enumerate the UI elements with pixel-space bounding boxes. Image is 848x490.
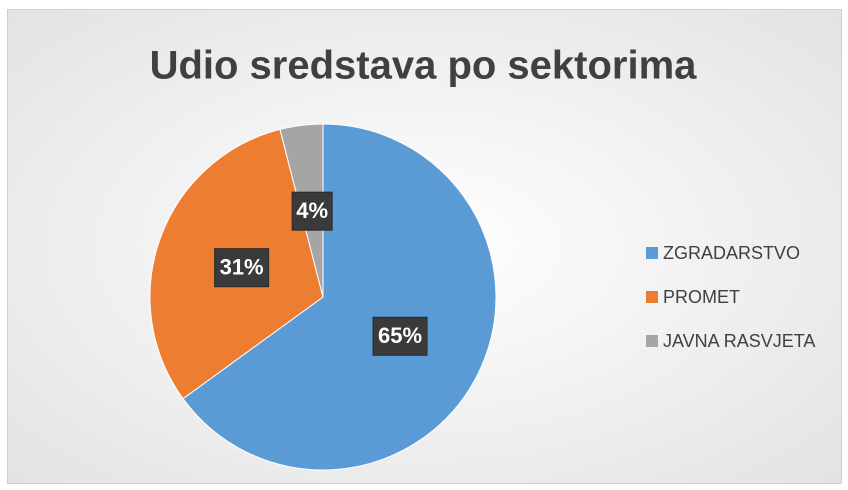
data-label-box — [291, 191, 333, 231]
data-label: 65% — [378, 323, 422, 348]
chart-title: Udio sredstava po sektorima — [150, 44, 698, 88]
legend-swatch — [646, 291, 658, 303]
legend-label: ZGRADARSTVO — [663, 243, 800, 263]
data-label: 31% — [220, 255, 264, 280]
data-label-box — [214, 248, 270, 288]
legend-swatch — [646, 335, 658, 347]
data-label-box — [372, 316, 428, 356]
legend-label: JAVNA RASVJETA — [663, 331, 815, 351]
legend-swatch — [646, 247, 658, 259]
data-label: 4% — [296, 198, 328, 223]
legend-label: PROMET — [663, 287, 740, 307]
pie-slice — [182, 123, 497, 471]
